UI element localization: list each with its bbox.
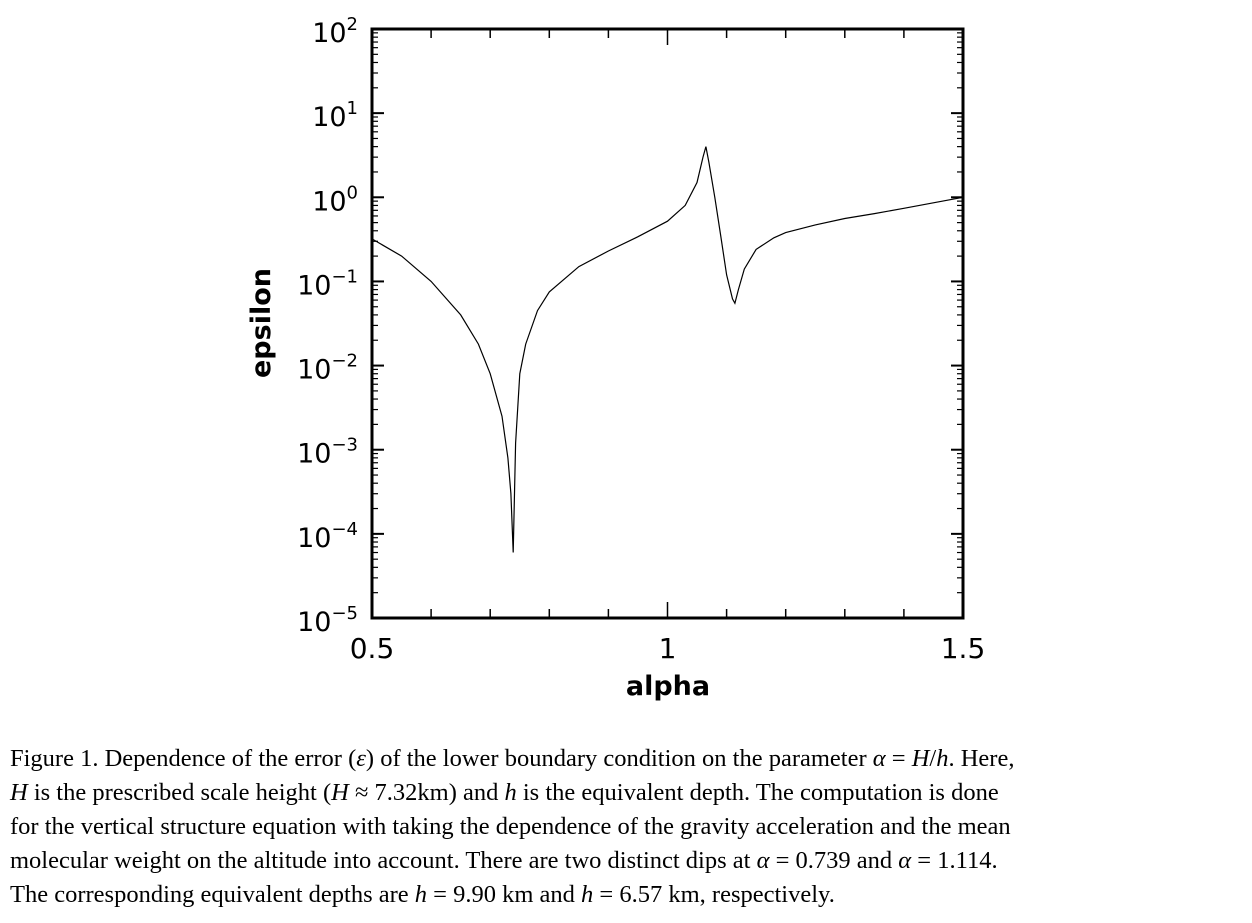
y-axis-label: epsilon bbox=[246, 268, 277, 378]
caption-line-3: for the vertical structure equation with… bbox=[10, 813, 1011, 840]
y-tick-label: 102 bbox=[312, 14, 358, 49]
caption-line-2: H is the prescribed scale height (H ≈ 7.… bbox=[10, 779, 999, 806]
y-tick-label: 10−1 bbox=[297, 266, 358, 301]
x-tick-label: 1 bbox=[659, 632, 677, 665]
figure-plot: 102 101 100 10−1 10−2 10−3 10−4 10−5 0.5 1 1.5 al… bbox=[246, 14, 986, 702]
y-tick-labels: 102 101 100 10−1 10−2 10−3 10−4 10−5 bbox=[297, 14, 358, 638]
x-tick-labels: 0.5 1 1.5 bbox=[350, 632, 986, 665]
y-tick-label: 10−5 bbox=[297, 603, 358, 638]
plot-frame bbox=[370, 27, 965, 620]
caption-line-4: molecular weight on the altitude into ac… bbox=[10, 847, 998, 874]
y-tick-label: 100 bbox=[312, 182, 358, 217]
x-tick-label: 1.5 bbox=[941, 632, 986, 665]
y-tick-label: 10−3 bbox=[297, 435, 358, 470]
y-tick-label: 101 bbox=[312, 98, 358, 133]
epsilon-curve bbox=[371, 146, 964, 553]
y-tick-label: 10−4 bbox=[297, 519, 358, 554]
x-tick-label: 0.5 bbox=[350, 632, 395, 665]
caption-line-1: Figure 1. Dependence of the error (ε) of… bbox=[10, 745, 1015, 772]
y-tick-label: 10−2 bbox=[297, 351, 358, 386]
caption-line-5: The corresponding equivalent depths are … bbox=[10, 881, 835, 908]
axis-ticks bbox=[371, 28, 964, 619]
figure-caption: Figure 1. Dependence of the error (ε) of… bbox=[10, 742, 1222, 912]
x-axis-label: alpha bbox=[626, 671, 710, 702]
